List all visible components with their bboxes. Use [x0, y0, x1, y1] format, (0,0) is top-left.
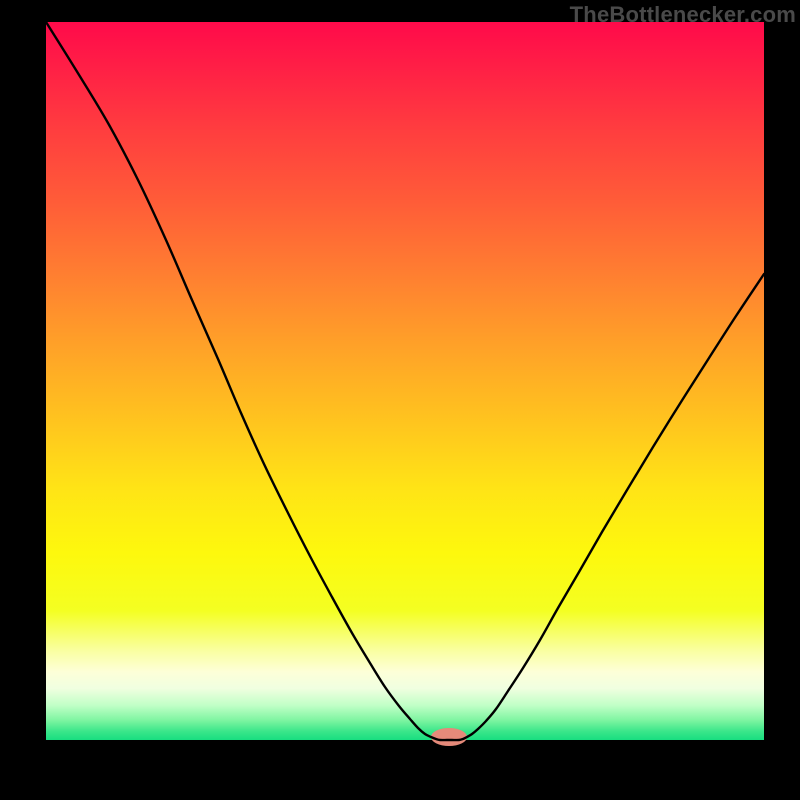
gradient-panel	[46, 22, 764, 740]
min-marker	[431, 728, 467, 746]
chart-svg	[0, 0, 800, 800]
stage: TheBottlenecker.com	[0, 0, 800, 800]
